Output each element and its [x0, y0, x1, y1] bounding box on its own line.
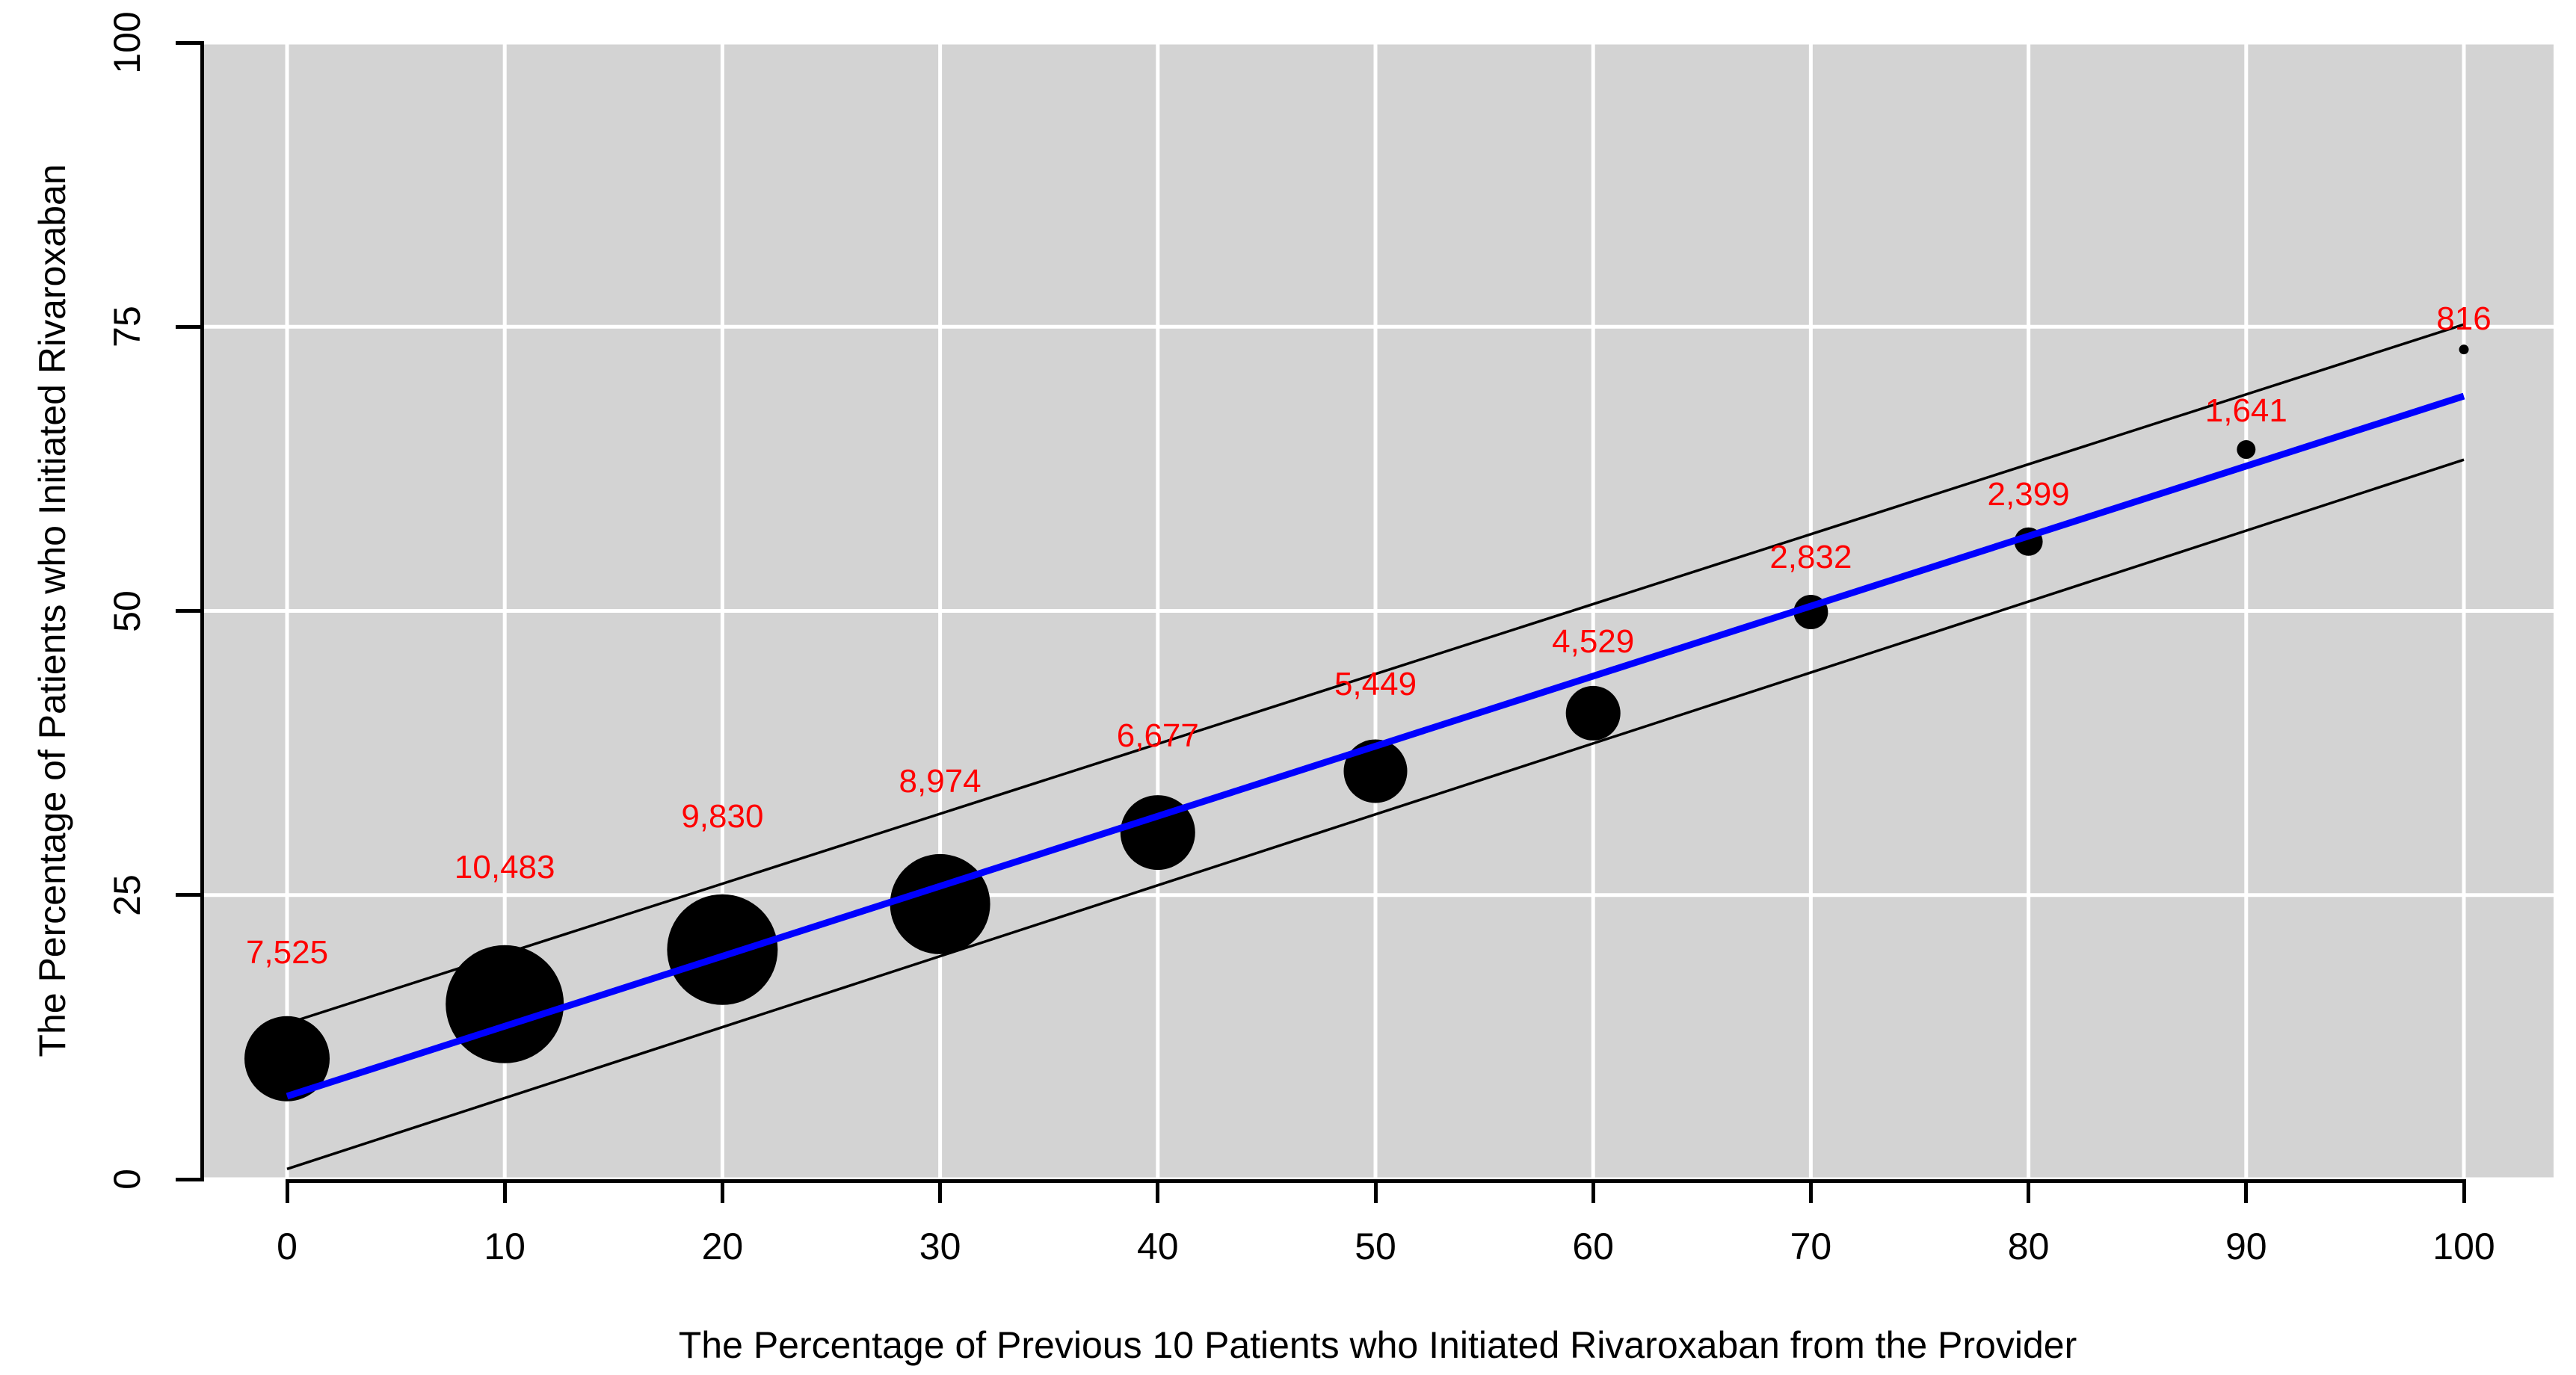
x-tick-mark	[2462, 1179, 2466, 1203]
upper-control-limit-line	[286, 323, 2465, 1025]
bubble	[2459, 344, 2469, 355]
y-tick-mark	[176, 324, 203, 329]
bubble-count-label: 6,677	[1116, 717, 1199, 754]
bubble-count-label: 1,641	[2204, 392, 2287, 429]
plot-panel: 7,525 10,483 9,830 8,974 6,677 5,449 4,529 2,83…	[203, 43, 2554, 1179]
y-axis-title: The Percentage of Patients who Initiated…	[31, 164, 73, 1057]
x-tick-mark	[938, 1179, 943, 1203]
y-tick-label: 100	[106, 11, 148, 74]
bubble-count-label: 10,483	[454, 849, 555, 886]
y-tick-mark	[176, 1177, 203, 1181]
x-tick-label: 40	[1136, 1226, 1179, 1267]
plot-canvas	[203, 43, 2554, 1179]
bubble-count-label: 816	[2436, 300, 2492, 337]
x-tick-label: 0	[277, 1226, 298, 1267]
x-tick-label: 30	[919, 1226, 961, 1267]
lower-control-limit-line	[286, 458, 2465, 1170]
y-tick-mark	[176, 40, 203, 45]
y-tick-label: 25	[106, 874, 148, 916]
y-tick-mark	[176, 609, 203, 613]
y-tick-label: 75	[106, 306, 148, 348]
x-tick-mark	[1373, 1179, 1378, 1203]
bubble	[1565, 685, 1621, 741]
bubble	[446, 945, 564, 1063]
x-tick-label: 20	[701, 1226, 744, 1267]
x-tick-mark	[502, 1179, 507, 1203]
x-tick-mark	[720, 1179, 724, 1203]
regression-line	[286, 392, 2465, 1100]
bubble-count-label: 9,830	[681, 797, 764, 835]
x-tick-label: 90	[2225, 1226, 2267, 1267]
y-tick-label: 50	[106, 590, 148, 632]
x-tick-mark	[1591, 1179, 1595, 1203]
bubble	[2237, 440, 2256, 460]
x-tick-mark	[1156, 1179, 1160, 1203]
bubble	[1343, 739, 1408, 803]
bubble-count-label: 4,529	[1552, 622, 1635, 660]
x-tick-mark	[1808, 1179, 1813, 1203]
bubble	[1120, 795, 1195, 871]
y-tick-mark	[176, 893, 203, 897]
x-tick-label: 60	[1572, 1226, 1614, 1267]
bubble	[244, 1016, 330, 1101]
bubble-count-label: 7,525	[245, 934, 329, 971]
x-tick-mark	[2027, 1179, 2031, 1203]
bubble	[890, 853, 990, 954]
bubble-count-label: 5,449	[1334, 666, 1417, 703]
x-tick-label: 100	[2432, 1226, 2495, 1267]
x-tick-label: 70	[1790, 1226, 1832, 1267]
x-tick-mark	[285, 1179, 289, 1203]
bubble-count-label: 8,974	[899, 762, 982, 800]
bubble-count-label: 2,399	[1987, 476, 2070, 513]
x-tick-mark	[2244, 1179, 2249, 1203]
bubble	[667, 894, 778, 1005]
x-tick-label: 10	[484, 1226, 526, 1267]
bubble-count-label: 2,832	[1769, 539, 1852, 575]
x-tick-label: 50	[1355, 1226, 1396, 1267]
x-tick-label: 80	[2007, 1226, 2050, 1267]
y-tick-label: 0	[106, 1169, 148, 1190]
x-axis-title: The Percentage of Previous 10 Patients w…	[678, 1324, 2077, 1366]
